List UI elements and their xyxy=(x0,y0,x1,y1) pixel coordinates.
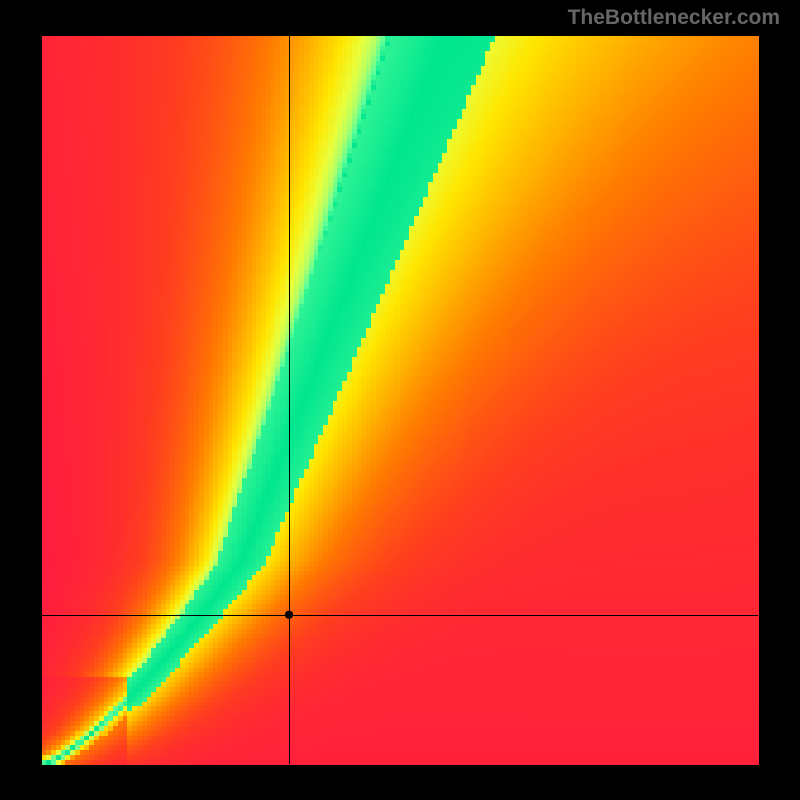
bottleneck-heatmap xyxy=(0,0,800,800)
watermark-label: TheBottlenecker.com xyxy=(568,6,780,30)
